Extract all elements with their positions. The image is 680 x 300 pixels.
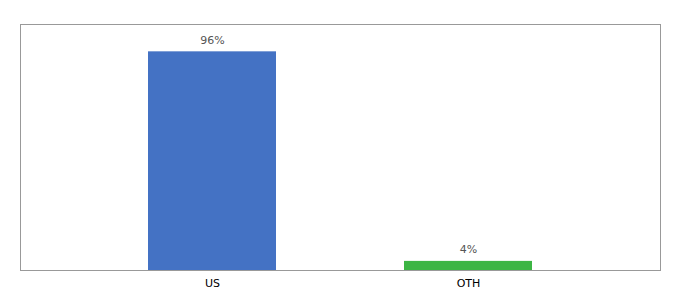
svg-text:4%: 4%	[460, 243, 477, 256]
svg-text:96%: 96%	[200, 34, 224, 47]
svg-text:US: US	[205, 277, 220, 290]
svg-text:OTH: OTH	[457, 277, 481, 290]
